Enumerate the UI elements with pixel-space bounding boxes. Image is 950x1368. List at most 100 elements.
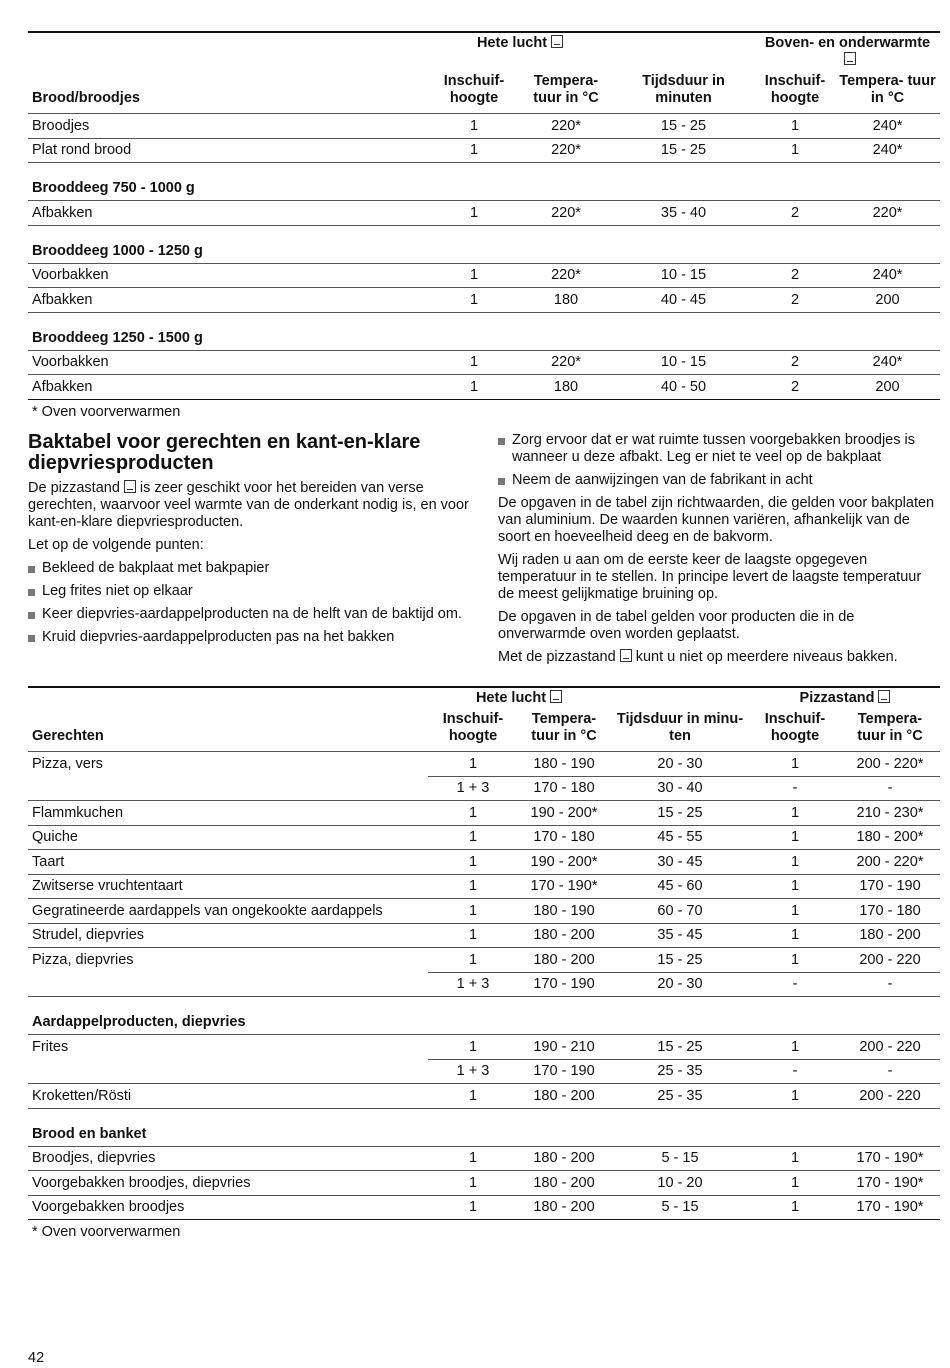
group-header: Pizzastand (750, 687, 940, 709)
header-cell (610, 687, 750, 709)
cell: Gegratineerde aardappels van ongekookte … (28, 898, 428, 924)
cell: Afbakken (28, 287, 428, 313)
cell: Voorgebakken broodjes, diepvries (28, 1170, 428, 1196)
cell: 170 - 190 (518, 972, 610, 997)
cell: 170 - 190 (518, 1059, 610, 1084)
cell (28, 1059, 428, 1084)
cell: 1 + 3 (428, 972, 518, 997)
cell: 15 - 25 (610, 947, 750, 973)
cell: 1 (428, 898, 518, 924)
cell: 200 - 220* (840, 751, 940, 777)
header-cell (612, 32, 755, 71)
cell: - (840, 1059, 940, 1084)
cell: 180 - 200 (518, 1146, 610, 1171)
data-row: Plat rond brood 1 220* 15 - 25 1 240* (28, 138, 941, 163)
section-row: Brooddeeg 750 - 1000 g (28, 162, 941, 201)
cell (28, 776, 428, 801)
cell: Zwitserse vruchtentaart (28, 874, 428, 899)
cell: 170 - 190* (518, 874, 610, 899)
cell: 1 (428, 200, 520, 226)
cell: 200 - 220 (840, 1083, 940, 1109)
intro: De pizzastand is zeer geschikt voor het … (28, 480, 470, 531)
cell: 1 (750, 1146, 840, 1171)
cell: 1 + 3 (428, 776, 518, 801)
cell: - (750, 776, 840, 801)
cell: 170 - 180 (840, 898, 940, 924)
cell: 1 (750, 947, 840, 973)
header-cell (28, 687, 428, 709)
section-row: Brooddeeg 1000 - 1250 g (28, 225, 941, 264)
cell: 1 (428, 1195, 518, 1220)
cell: - (750, 1059, 840, 1084)
cell: 170 - 190* (840, 1146, 940, 1171)
data-row: Broodjes 1 220* 15 - 25 1 240* (28, 113, 941, 139)
group-header: Hete lucht (428, 687, 610, 709)
cell: 210 - 230* (840, 800, 940, 826)
cell: 170 - 180 (518, 776, 610, 801)
heading: Baktabel voor gerechten en kant-en-klare… (28, 431, 421, 474)
cell: 2 (755, 263, 835, 288)
data-row: 1 + 3 170 - 180 30 - 40- - (28, 776, 940, 801)
icon (878, 690, 891, 703)
page-number: 42 (28, 1350, 45, 1366)
cell: Voorgebakken broodjes (28, 1195, 428, 1220)
note: Let op de volgende punten: (28, 537, 204, 553)
cell: Voorbakken (28, 263, 428, 288)
text: kunt u niet op meerdere niveaus bakken. (635, 649, 898, 665)
data-row: Pizza, diepvries 1 180 - 200 15 - 25 1 200 - … (28, 947, 940, 973)
cell: 1 (428, 1083, 518, 1109)
cell: 5 - 15 (610, 1195, 750, 1220)
bullet: Leg frites niet op elkaar (28, 583, 470, 600)
cell: 180 - 190 (518, 898, 610, 924)
data-row: Afbakken 1 180 40 - 50 2 200 (28, 374, 941, 400)
cell: 1 (750, 898, 840, 924)
cell: 220* (520, 113, 612, 139)
table-bread: Hete lucht Boven- en onderwarmte Brood/bro… (28, 31, 941, 420)
cell: 190 - 200* (518, 849, 610, 875)
cell: 1 (750, 1034, 840, 1060)
paragraph: De opgaven in de tabel gelden voor produ… (498, 609, 855, 642)
section-label: Aardappelproducten, diepvries (28, 996, 940, 1035)
cell: 2 (755, 200, 835, 226)
column-header: Tempera- tuur in °C (520, 71, 612, 114)
cell: 1 (428, 1034, 518, 1060)
cell: Voorbakken (28, 350, 428, 375)
cell: Kroketten/Rösti (28, 1083, 428, 1109)
column-header: Inschuif- hoogte (755, 71, 835, 114)
icon (550, 690, 563, 703)
bullet: Zorg ervoor dat er wat ruimte tussen voo… (498, 432, 940, 466)
cell: Afbakken (28, 200, 428, 226)
cell: 1 (428, 751, 518, 777)
text: De pizzastand (28, 480, 120, 496)
footnote: * Oven voorverwarmen (32, 403, 181, 420)
group-header: Hete lucht (428, 32, 612, 71)
group-label: Hete lucht (475, 690, 547, 706)
cell: 220* (835, 200, 941, 226)
cell: 220* (520, 350, 612, 375)
cell: 10 - 15 (612, 263, 755, 288)
data-row: Afbakken 1 220* 35 - 40 2 220* (28, 200, 941, 226)
cell: 2 (755, 350, 835, 375)
cell: 240* (835, 138, 941, 163)
cell: 1 (428, 138, 520, 163)
cell: 240* (835, 113, 941, 139)
cell: 190 - 210 (518, 1034, 610, 1060)
cell: 200 - 220 (840, 947, 940, 973)
cell: 1 (750, 874, 840, 899)
data-row: Frites 1 190 - 210 15 - 25 1 200 - 220 (28, 1034, 940, 1060)
cell: 180 - 200* (840, 825, 940, 850)
cell: 200 - 220 (840, 1034, 940, 1060)
cell: 240* (835, 350, 941, 375)
cell: 180 - 200 (518, 947, 610, 973)
bullet: Kruid diepvries-aardappelproducten pas n… (28, 629, 470, 646)
data-row: Kroketten/Rösti 1 180 - 200 25 - 35 1 200 - 2… (28, 1083, 940, 1109)
cell: - (750, 972, 840, 997)
cell: 180 - 200 (518, 1195, 610, 1220)
cell: 1 + 3 (428, 1059, 518, 1084)
cell: 180 - 190 (518, 751, 610, 777)
group-label: Hete lucht (476, 35, 548, 51)
data-row: 1 + 3 170 - 190 25 - 35- - (28, 1059, 940, 1084)
data-row: Quiche 1 170 - 180 45 - 55 1 180 - 200* (28, 825, 940, 850)
group-header-row: Hete lucht Pizzastand (28, 687, 940, 709)
cell: 200 (835, 374, 941, 400)
